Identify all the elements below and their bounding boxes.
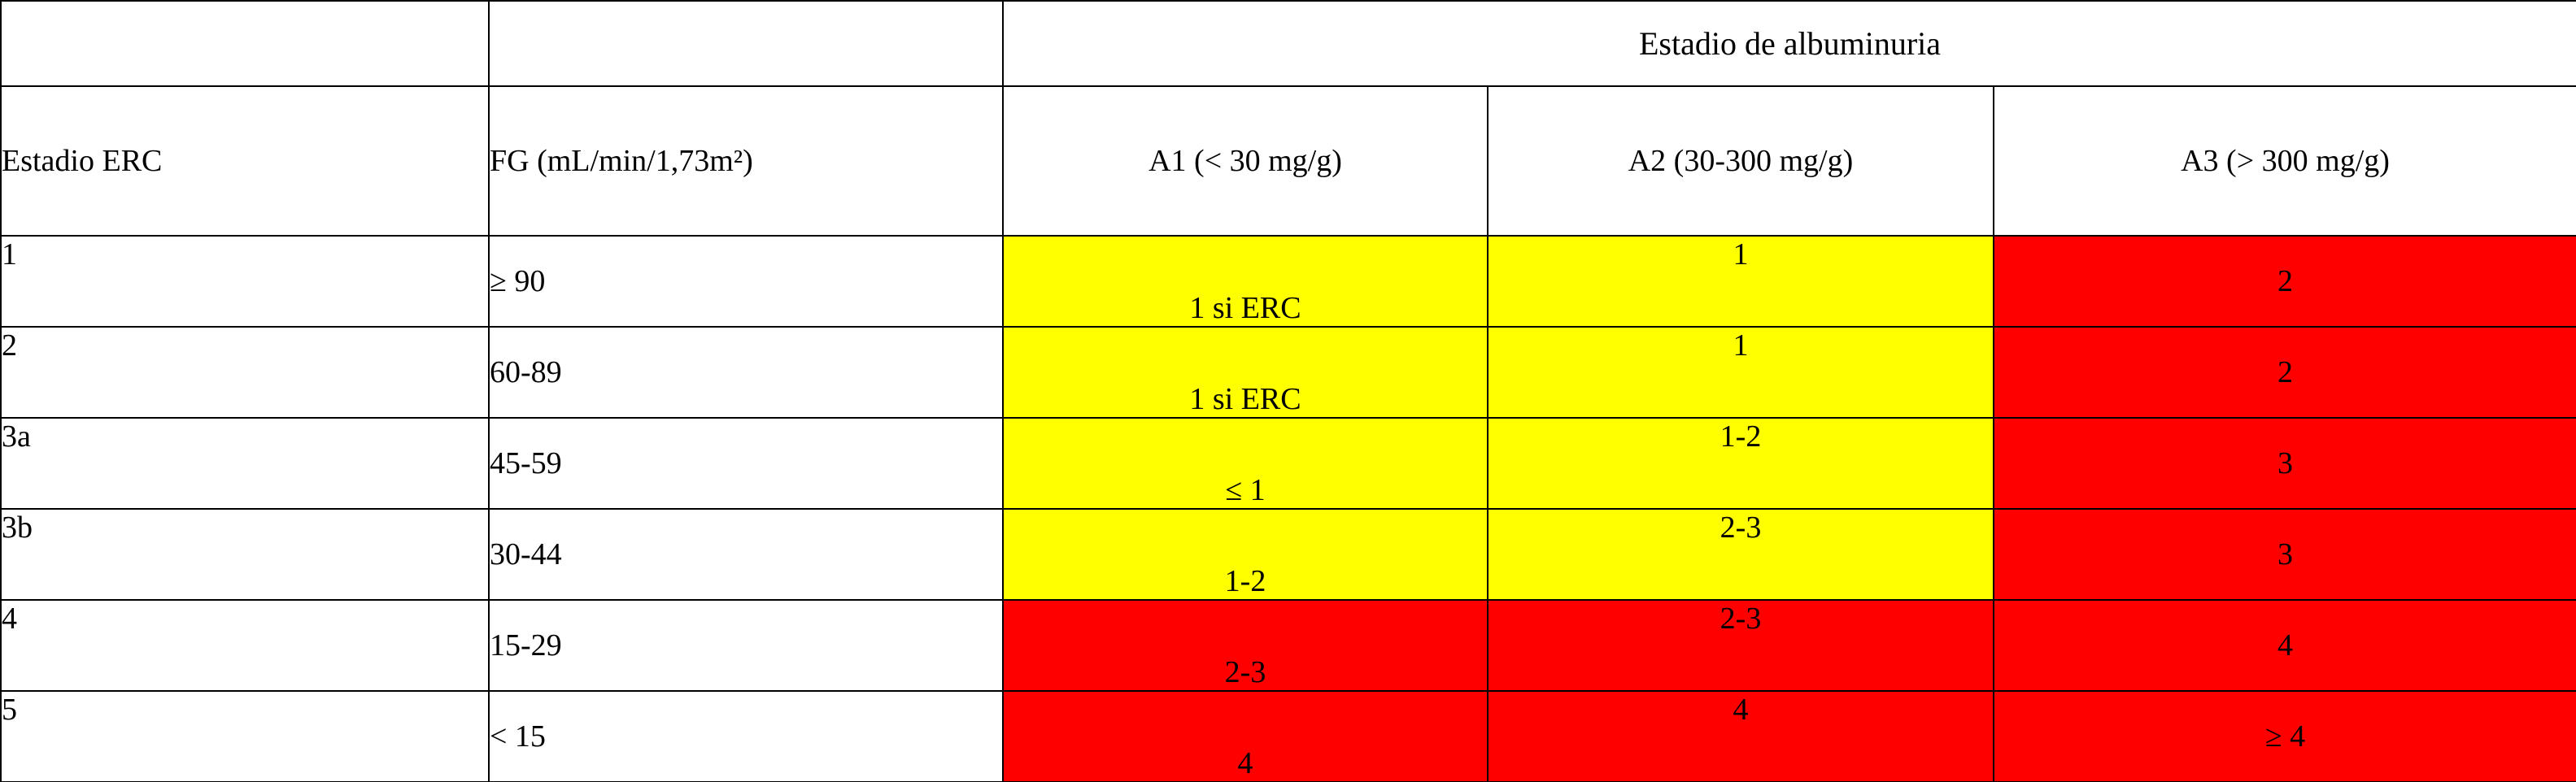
a2-risk-cell: 1: [1487, 326, 1994, 419]
a3-risk-cell: 2: [1992, 326, 2576, 419]
blank-corner-cell-2: [488, 0, 1004, 87]
a2-risk-cell: 2-3: [1487, 508, 1994, 601]
table-row-stage-1: 1 ≥ 90 1 si ERC 1 2: [0, 235, 2576, 328]
a2-risk-cell: 1-2: [1487, 417, 1994, 510]
a1-risk-cell: 1 si ERC: [1002, 235, 1489, 328]
a1-risk-cell: ≤ 1: [1002, 417, 1489, 510]
fg-cell: 60-89: [488, 326, 1004, 419]
erc-stage-cell: 3a: [0, 417, 490, 510]
column-header-row: Estadio ERC FG (mL/min/1,73m²) A1 (< 30 …: [0, 85, 2576, 237]
erc-stage-cell: 1: [0, 235, 490, 328]
fg-cell: 15-29: [488, 599, 1004, 692]
fg-cell: 30-44: [488, 508, 1004, 601]
a1-risk-cell: 1-2: [1002, 508, 1489, 601]
a1-risk-cell: 1 si ERC: [1002, 326, 1489, 419]
a1-risk-cell: 4: [1002, 690, 1489, 782]
a1-risk-cell: 2-3: [1002, 599, 1489, 692]
a3-risk-cell: ≥ 4: [1992, 690, 2576, 782]
col-header-fg: FG (mL/min/1,73m²): [488, 85, 1004, 237]
a2-risk-cell: 4: [1487, 690, 1994, 782]
table-row-stage-5: 5 < 15 4 4 ≥ 4: [0, 690, 2576, 782]
a3-risk-cell: 3: [1992, 508, 2576, 601]
a2-risk-cell: 1: [1487, 235, 1994, 328]
erc-stage-cell: 5: [0, 690, 490, 782]
albuminuria-title-row: Estadio de albuminuria: [0, 0, 2576, 87]
a3-risk-cell: 4: [1992, 599, 2576, 692]
col-header-estadio-erc: Estadio ERC: [0, 85, 490, 237]
table-row-stage-2: 2 60-89 1 si ERC 1 2: [0, 326, 2576, 419]
col-header-a3: A3 (> 300 mg/g): [1992, 85, 2576, 237]
erc-stage-cell: 3b: [0, 508, 490, 601]
col-header-a2: A2 (30-300 mg/g): [1487, 85, 1994, 237]
albuminuria-title: Estadio de albuminuria: [1001, 0, 2576, 87]
a3-risk-cell: 3: [1992, 417, 2576, 510]
fg-cell: < 15: [488, 690, 1004, 782]
a3-risk-cell: 2: [1992, 235, 2576, 328]
erc-stage-cell: 4: [0, 599, 490, 692]
a2-risk-cell: 2-3: [1487, 599, 1994, 692]
fg-cell: ≥ 90: [488, 235, 1004, 328]
table-row-stage-3a: 3a 45-59 ≤ 1 1-2 3: [0, 417, 2576, 510]
table-row-stage-4: 4 15-29 2-3 2-3 4: [0, 599, 2576, 692]
erc-stage-cell: 2: [0, 326, 490, 419]
blank-corner-cell-1: [0, 0, 490, 87]
col-header-a1: A1 (< 30 mg/g): [1002, 85, 1489, 237]
fg-cell: 45-59: [488, 417, 1004, 510]
table-row-stage-3b: 3b 30-44 1-2 2-3 3: [0, 508, 2576, 601]
